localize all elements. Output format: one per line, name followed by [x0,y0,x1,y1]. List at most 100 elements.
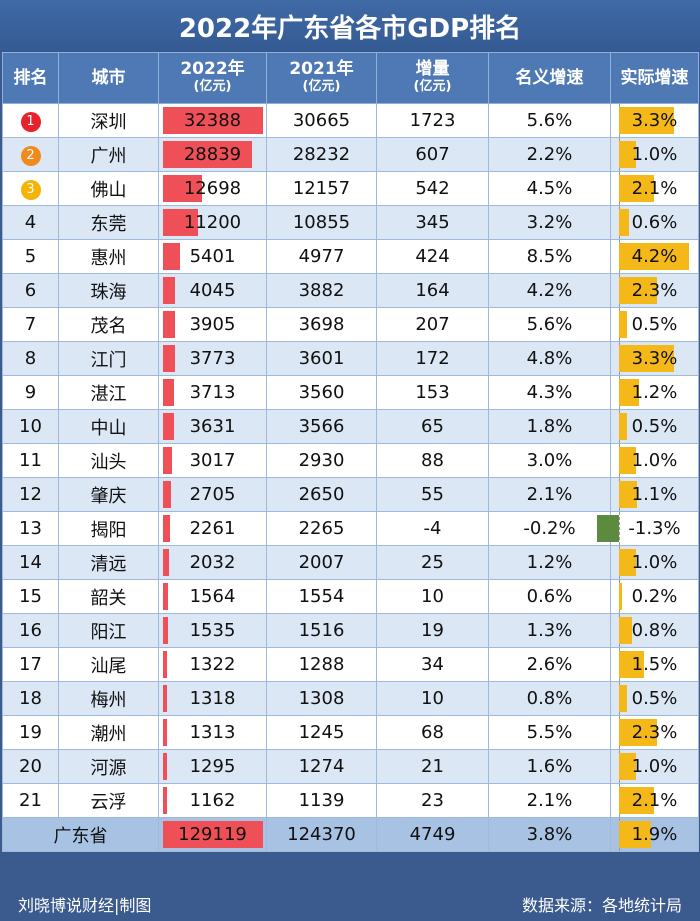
real-growth-bar [619,583,622,610]
increase-cell: 21 [376,749,489,784]
gdp-bar [163,447,172,474]
real-growth-cell: 3.3% [610,103,699,138]
nominal-growth-cell: 3.2% [488,205,611,240]
rank-value: 6 [24,280,37,301]
total-gdp-bar [163,821,263,848]
real-growth-value: 0.5% [631,688,678,709]
table-row: 3 佛山 12698 12157 542 4.5% 2.1% [2,171,699,206]
gdp-bar [163,617,168,644]
real-growth-cell: 0.2% [610,579,699,614]
real-growth-cell: 1.1% [610,477,699,512]
increase-cell: 153 [376,375,489,410]
header-increase: 增量 (亿元) [376,52,489,104]
rank-cell: 3 [2,171,59,206]
gdp2022-value: 1322 [189,654,236,675]
rank-cell: 12 [2,477,59,512]
table-row: 16 阳江 1535 1516 19 1.3% 0.8% [2,613,699,648]
gdp2021-cell: 3698 [266,307,377,342]
gdp2021-cell: 1516 [266,613,377,648]
gdp-bar [163,209,198,236]
nominal-growth-cell: 8.5% [488,239,611,274]
gdp2021-cell: 28232 [266,137,377,172]
real-growth-value: -1.3% [628,518,681,539]
increase-cell: 164 [376,273,489,308]
real-growth-value: 2.1% [631,178,678,199]
total-label: 广东省 [2,817,159,852]
real-growth-bar [619,481,637,508]
nominal-growth-cell: 4.2% [488,273,611,308]
gdp2022-cell: 32388 [158,103,267,138]
gdp-bar [163,107,263,134]
real-growth-cell: 2.3% [610,273,699,308]
rank-cell: 10 [2,409,59,444]
table-row: 9 湛江 3713 3560 153 4.3% 1.2% [2,375,699,410]
gdp2021-cell: 12157 [266,171,377,206]
gdp-bar [163,787,167,814]
city-cell: 佛山 [58,171,159,206]
gdp2022-cell: 3017 [158,443,267,478]
rank-cell: 5 [2,239,59,274]
city-cell: 广州 [58,137,159,172]
real-growth-bar [619,379,639,406]
rank-value: 9 [24,382,37,403]
gdp2022-value: 2261 [189,518,236,539]
rank-badge: 2 [20,146,41,166]
rank-value: 16 [19,620,42,641]
rank-value: 20 [19,756,42,777]
gdp-bar [163,413,174,440]
rank-cell: 2 [2,137,59,172]
real-growth-bar [597,515,619,542]
gdp2022-value: 11200 [183,212,242,233]
real-growth-value: 2.3% [631,280,678,301]
increase-cell: 34 [376,647,489,682]
total-real-growth-cell: 1.9% [610,817,699,852]
real-growth-cell: 1.0% [610,137,699,172]
increase-cell: 207 [376,307,489,342]
increase-cell: 23 [376,783,489,818]
gdp2022-value: 1313 [189,722,236,743]
gdp2022-value: 1564 [189,586,236,607]
real-growth-value: 1.2% [631,382,678,403]
gdp2021-cell: 4977 [266,239,377,274]
real-growth-value: 2.3% [631,722,678,743]
table-row: 13 揭阳 2261 2265 -4 -0.2% -1.3% [2,511,699,546]
gdp2022-value: 3713 [189,382,236,403]
gdp2021-cell: 1308 [266,681,377,716]
gdp-bar [163,549,169,576]
gdp2021-cell: 3566 [266,409,377,444]
real-growth-cell: 1.0% [610,749,699,784]
gdp2022-cell: 1295 [158,749,267,784]
real-growth-bar [619,345,674,372]
gdp-bar [163,141,252,168]
header-gdp2022: 2022年 (亿元) [158,52,267,104]
nominal-growth-cell: -0.2% [488,511,611,546]
gdp2022-cell: 1322 [158,647,267,682]
gdp-bar [163,481,171,508]
gdp-bar [163,277,175,304]
table-row: 15 韶关 1564 1554 10 0.6% 0.2% [2,579,699,614]
rank-cell: 4 [2,205,59,240]
real-growth-cell: 1.0% [610,443,699,478]
gdp-bar [163,311,175,338]
real-growth-value: 2.1% [631,790,678,811]
real-growth-cell: 0.5% [610,307,699,342]
total-row: 广东省 129119 124370 4749 3.8% 1.9% [2,817,699,852]
real-growth-cell: 1.0% [610,545,699,580]
rank-cell: 7 [2,307,59,342]
rank-cell: 16 [2,613,59,648]
real-growth-bar [619,277,657,304]
real-growth-bar [619,685,627,712]
increase-cell: 65 [376,409,489,444]
table-row: 8 江门 3773 3601 172 4.8% 3.3% [2,341,699,376]
header-increase-unit: (亿元) [413,79,452,94]
rank-value: 17 [19,654,42,675]
real-growth-cell: 4.2% [610,239,699,274]
gdp2022-cell: 2261 [158,511,267,546]
rank-value: 21 [19,790,42,811]
rank-cell: 13 [2,511,59,546]
rank-value: 19 [19,722,42,743]
gdp-bar [163,719,167,746]
increase-cell: 19 [376,613,489,648]
table-row: 10 中山 3631 3566 65 1.8% 0.5% [2,409,699,444]
nominal-growth-cell: 1.8% [488,409,611,444]
